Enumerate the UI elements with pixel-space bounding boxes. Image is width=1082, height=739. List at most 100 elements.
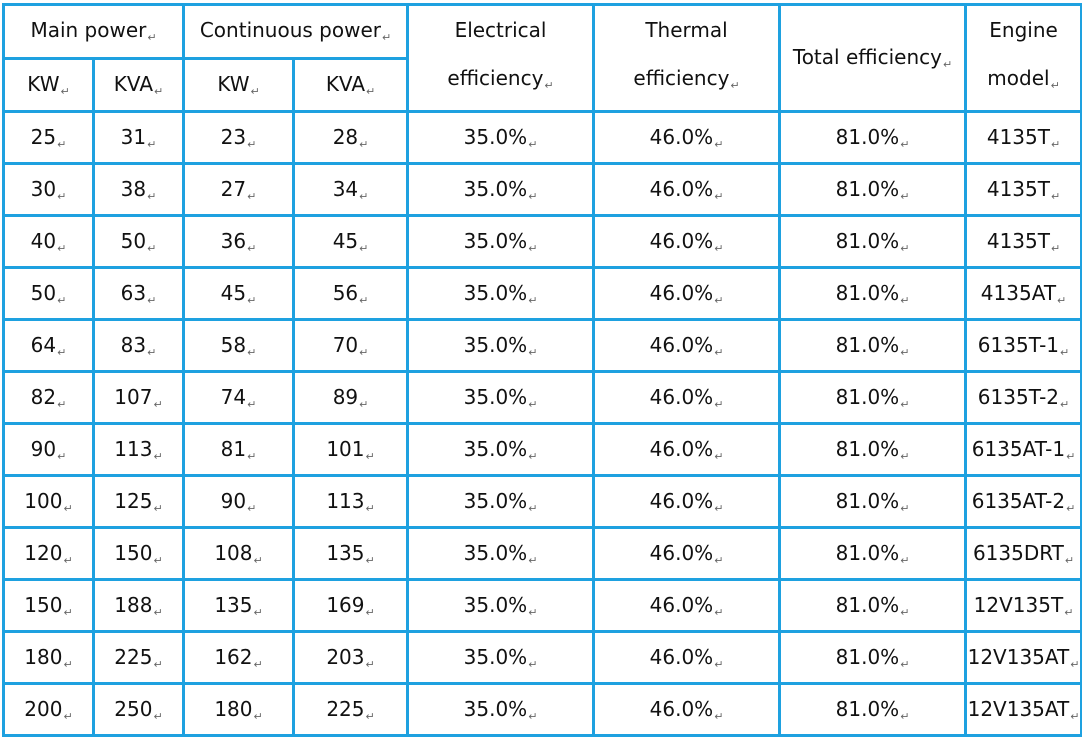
cell-continuous-kw: 135↵	[182, 578, 296, 633]
cell-electrical-efficiency-value: 35.0%	[463, 124, 528, 149]
table-row: 64↵ 83↵ 58↵ 70↵ 35.0%↵ 46.0%↵ 81.0%↵ 6135T-1↵	[2, 318, 1082, 373]
paragraph-mark-icon: ↵	[942, 58, 953, 71]
cell-main-kw: 40↵	[2, 214, 95, 269]
header-engine-model: Engine model↵	[964, 3, 1082, 113]
paragraph-mark-icon: ↵	[1050, 79, 1060, 92]
cell-total-efficiency-value: 81.0%	[835, 644, 900, 669]
cell-total-efficiency-value: 81.0%	[835, 488, 900, 513]
paragraph-mark-icon: ↵	[63, 553, 73, 567]
paragraph-mark-icon: ↵	[544, 79, 554, 92]
paragraph-mark-icon: ↵	[528, 657, 538, 671]
cell-thermal-efficiency: 46.0%↵	[592, 318, 782, 373]
cell-electrical-efficiency-value: 35.0%	[463, 280, 528, 305]
paragraph-mark-icon: ↵	[1066, 449, 1076, 463]
cell-engine-model: 4135T↵	[964, 110, 1082, 165]
cell-continuous-kva-value: 34	[332, 176, 359, 201]
table-row: 200↵ 250↵ 180↵ 225↵ 35.0%↵ 46.0%↵ 81.0%↵ 12V135…	[2, 682, 1082, 737]
paragraph-mark-icon: ↵	[714, 345, 724, 359]
header-row-units: KW↵ KVA↵ KW↵ KVA↵	[2, 56, 1082, 113]
paragraph-mark-icon: ↵	[153, 449, 163, 463]
cell-total-efficiency-value: 81.0%	[835, 384, 900, 409]
cell-main-kva: 225↵	[91, 630, 186, 685]
cell-thermal-efficiency-value: 46.0%	[649, 384, 714, 409]
cell-main-kw-value: 150	[24, 592, 63, 617]
header-continuous-kva: KVA↵	[292, 56, 410, 113]
header-thermal-line2-wrap: efficiency↵	[597, 54, 777, 109]
cell-main-kva: 50↵	[91, 214, 186, 269]
cell-continuous-kw: 162↵	[182, 630, 296, 685]
paragraph-mark-icon: ↵	[528, 345, 538, 359]
paragraph-mark-icon: ↵	[1060, 345, 1070, 359]
cell-thermal-efficiency: 46.0%↵	[592, 370, 782, 425]
header-electrical-line1: Electrical	[454, 18, 547, 42]
cell-continuous-kw: 45↵	[182, 266, 296, 321]
cell-continuous-kw: 180↵	[182, 682, 296, 737]
paragraph-mark-icon: ↵	[57, 189, 67, 203]
cell-main-kw-value: 30	[30, 176, 57, 201]
paragraph-mark-icon: ↵	[57, 293, 67, 307]
cell-electrical-efficiency-value: 35.0%	[463, 436, 528, 461]
cell-continuous-kw-value: 108	[214, 540, 253, 565]
paragraph-mark-icon: ↵	[57, 397, 67, 411]
cell-main-kva: 250↵	[91, 682, 186, 737]
table-row: 40↵ 50↵ 36↵ 45↵ 35.0%↵ 46.0%↵ 81.0%↵ 4135T↵	[2, 214, 1082, 269]
cell-main-kva: 38↵	[91, 162, 186, 217]
header-electrical-efficiency: Electrical efficiency↵	[406, 3, 596, 113]
cell-main-kva-value: 50	[120, 228, 147, 253]
paragraph-mark-icon: ↵	[60, 84, 70, 98]
header-continuous-kw-label: KW	[217, 71, 250, 96]
cell-continuous-kva-value: 113	[326, 488, 365, 513]
header-main-kva-label: KVA	[113, 71, 153, 96]
paragraph-mark-icon: ↵	[528, 241, 538, 255]
cell-total-efficiency: 81.0%↵	[778, 578, 968, 633]
paragraph-mark-icon: ↵	[381, 31, 392, 45]
header-main-power: Main power↵	[1, 3, 186, 60]
paragraph-mark-icon: ↵	[253, 709, 263, 723]
paragraph-mark-icon: ↵	[153, 501, 163, 515]
paragraph-mark-icon: ↵	[714, 189, 724, 203]
cell-thermal-efficiency-value: 46.0%	[649, 176, 714, 201]
cell-thermal-efficiency: 46.0%↵	[592, 422, 782, 477]
paragraph-mark-icon: ↵	[147, 189, 157, 203]
cell-electrical-efficiency-value: 35.0%	[463, 228, 528, 253]
cell-main-kva: 31↵	[91, 110, 186, 165]
header-continuous-power-label: Continuous power	[199, 18, 381, 43]
paragraph-mark-icon: ↵	[900, 709, 910, 723]
paragraph-mark-icon: ↵	[63, 657, 73, 671]
cell-main-kva-value: 125	[114, 488, 153, 513]
cell-main-kw-value: 25	[30, 124, 57, 149]
cell-electrical-efficiency-value: 35.0%	[463, 644, 528, 669]
cell-continuous-kw: 27↵	[182, 162, 296, 217]
cell-main-kw: 90↵	[2, 422, 95, 477]
header-main-kw-label: KW	[27, 71, 60, 96]
paragraph-mark-icon: ↵	[528, 449, 538, 463]
cell-main-kva-value: 38	[120, 176, 147, 201]
cell-thermal-efficiency: 46.0%↵	[592, 526, 782, 581]
paragraph-mark-icon: ↵	[247, 137, 257, 151]
cell-total-efficiency-value: 81.0%	[835, 436, 900, 461]
paragraph-mark-icon: ↵	[57, 449, 67, 463]
cell-thermal-efficiency: 46.0%↵	[592, 162, 782, 217]
cell-main-kva-value: 225	[114, 644, 153, 669]
cell-electrical-efficiency-value: 35.0%	[463, 488, 528, 513]
cell-main-kva: 150↵	[91, 526, 186, 581]
paragraph-mark-icon: ↵	[528, 293, 538, 307]
cell-thermal-efficiency: 46.0%↵	[592, 630, 782, 685]
paragraph-mark-icon: ↵	[900, 449, 910, 463]
paragraph-mark-icon: ↵	[900, 605, 910, 619]
paragraph-mark-icon: ↵	[528, 501, 538, 515]
cell-total-efficiency: 81.0%↵	[778, 422, 968, 477]
paragraph-mark-icon: ↵	[714, 137, 724, 151]
cell-engine-model: 4135AT↵	[964, 266, 1082, 321]
cell-continuous-kva: 101↵	[292, 422, 410, 477]
table-row: 90↵ 113↵ 81↵ 101↵ 35.0%↵ 46.0%↵ 81.0%↵ 6135AT-1…	[2, 422, 1082, 477]
header-engine-line2: model	[987, 66, 1050, 90]
paragraph-mark-icon: ↵	[153, 397, 163, 411]
cell-continuous-kw-value: 135	[214, 592, 253, 617]
cell-electrical-efficiency: 35.0%↵	[406, 630, 596, 685]
generator-spec-table: Main power↵ Continuous power↵ Electrical…	[1, 3, 1082, 737]
cell-main-kva-value: 113	[114, 436, 153, 461]
cell-electrical-efficiency-value: 35.0%	[463, 592, 528, 617]
cell-continuous-kva-value: 45	[332, 228, 359, 253]
header-total-efficiency-label: Total efficiency	[792, 45, 942, 69]
